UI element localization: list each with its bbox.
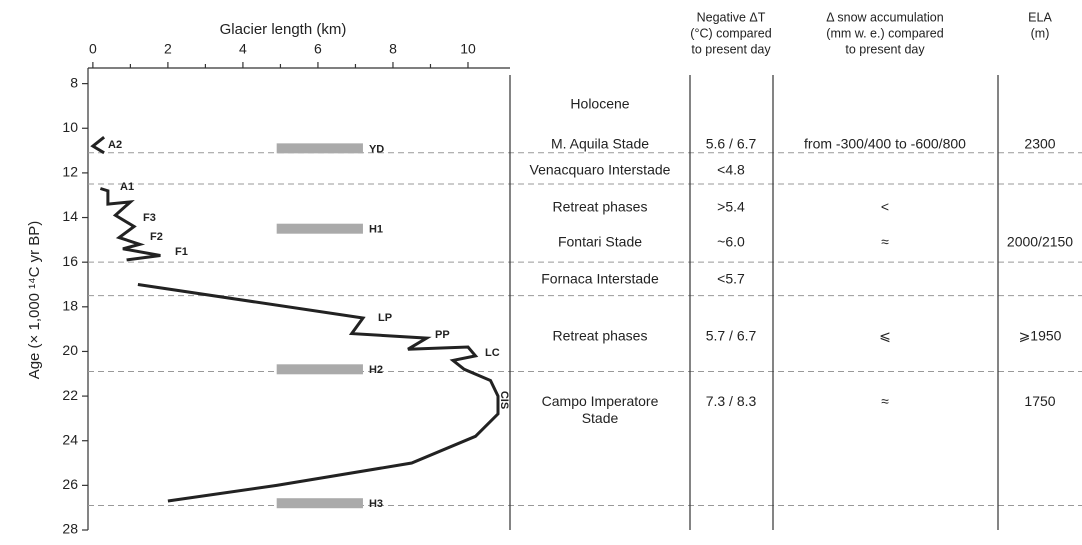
y-tick-label: 18	[62, 298, 78, 314]
y-tick-label: 10	[62, 119, 78, 135]
table-header: (°C) compared	[690, 26, 771, 40]
point-label: LC	[485, 347, 500, 359]
point-label: A2	[108, 139, 122, 151]
y-tick-label: 14	[62, 208, 78, 224]
period-name: Venacquaro Interstade	[530, 162, 671, 178]
point-label: A1	[120, 181, 134, 193]
table-header: Negative ΔT	[697, 10, 766, 24]
table-cell: ⩾1950	[1019, 328, 1062, 344]
point-label: F3	[143, 212, 156, 224]
y-tick-label: 8	[70, 74, 78, 90]
event-label: H3	[369, 498, 383, 510]
period-name: M. Aquila Stade	[551, 136, 649, 152]
table-header: Δ snow accumulation	[826, 10, 943, 24]
y-tick-label: 24	[62, 431, 78, 447]
x-tick-label: 10	[460, 41, 476, 57]
y-tick-label: 22	[62, 387, 78, 403]
event-label: H1	[369, 224, 383, 236]
x-tick-label: 6	[314, 41, 322, 57]
table-cell: ⩽	[879, 328, 891, 344]
y-tick-label: 16	[62, 253, 78, 269]
point-label: CIS	[498, 391, 510, 409]
table-cell: ≈	[881, 234, 889, 250]
period-name: Fornaca Interstade	[541, 271, 659, 287]
table-cell: ≈	[881, 393, 889, 409]
point-label: F2	[150, 231, 163, 243]
table-cell: ~6.0	[717, 234, 745, 250]
y-tick-label: 20	[62, 342, 78, 358]
period-name: Campo Imperatore	[542, 393, 659, 409]
table-cell: <4.8	[717, 162, 745, 178]
x-tick-label: 4	[239, 41, 247, 57]
point-label: PP	[435, 329, 450, 341]
table-cell: 2300	[1024, 136, 1055, 152]
event-bar	[276, 498, 363, 509]
table-cell: 1750	[1024, 393, 1055, 409]
y-tick-label: 26	[62, 476, 78, 492]
table-cell: from -300/400 to -600/800	[804, 136, 966, 152]
x-tick-label: 8	[389, 41, 397, 57]
glacier-length-line	[90, 136, 500, 503]
table-header: ELA	[1028, 10, 1052, 24]
period-name: Stade	[582, 410, 619, 426]
table-cell: 7.3 / 8.3	[706, 393, 757, 409]
table-cell: 5.7 / 6.7	[706, 328, 757, 344]
x-tick-label: 0	[89, 41, 97, 57]
x-tick-label: 2	[164, 41, 172, 57]
y-tick-label: 12	[62, 164, 78, 180]
y-tick-label: 28	[62, 521, 78, 537]
period-name: Holocene	[570, 96, 629, 112]
period-name: Fontari Stade	[558, 234, 642, 250]
table-cell: >5.4	[717, 199, 745, 215]
period-name: Retreat phases	[553, 199, 648, 215]
event-label: YD	[369, 143, 384, 155]
event-bar	[276, 364, 363, 375]
event-bar	[276, 223, 363, 234]
point-label: LP	[378, 312, 392, 324]
point-label: F1	[175, 246, 188, 258]
table-header: (m)	[1031, 26, 1050, 40]
table-header: (mm w. e.) compared	[826, 26, 943, 40]
table-header: to present day	[845, 42, 925, 56]
table-cell: 2000/2150	[1007, 234, 1073, 250]
table-cell: <	[881, 199, 889, 215]
table-header: to present day	[691, 42, 771, 56]
table-cell: <5.7	[717, 271, 745, 287]
event-bar	[276, 143, 363, 154]
period-name: Retreat phases	[553, 328, 648, 344]
y-axis-label: Age (× 1,000 ¹⁴C yr BP)	[26, 221, 43, 380]
table-cell: 5.6 / 6.7	[706, 136, 757, 152]
event-label: H2	[369, 364, 383, 376]
x-axis-label: Glacier length (km)	[220, 21, 347, 38]
